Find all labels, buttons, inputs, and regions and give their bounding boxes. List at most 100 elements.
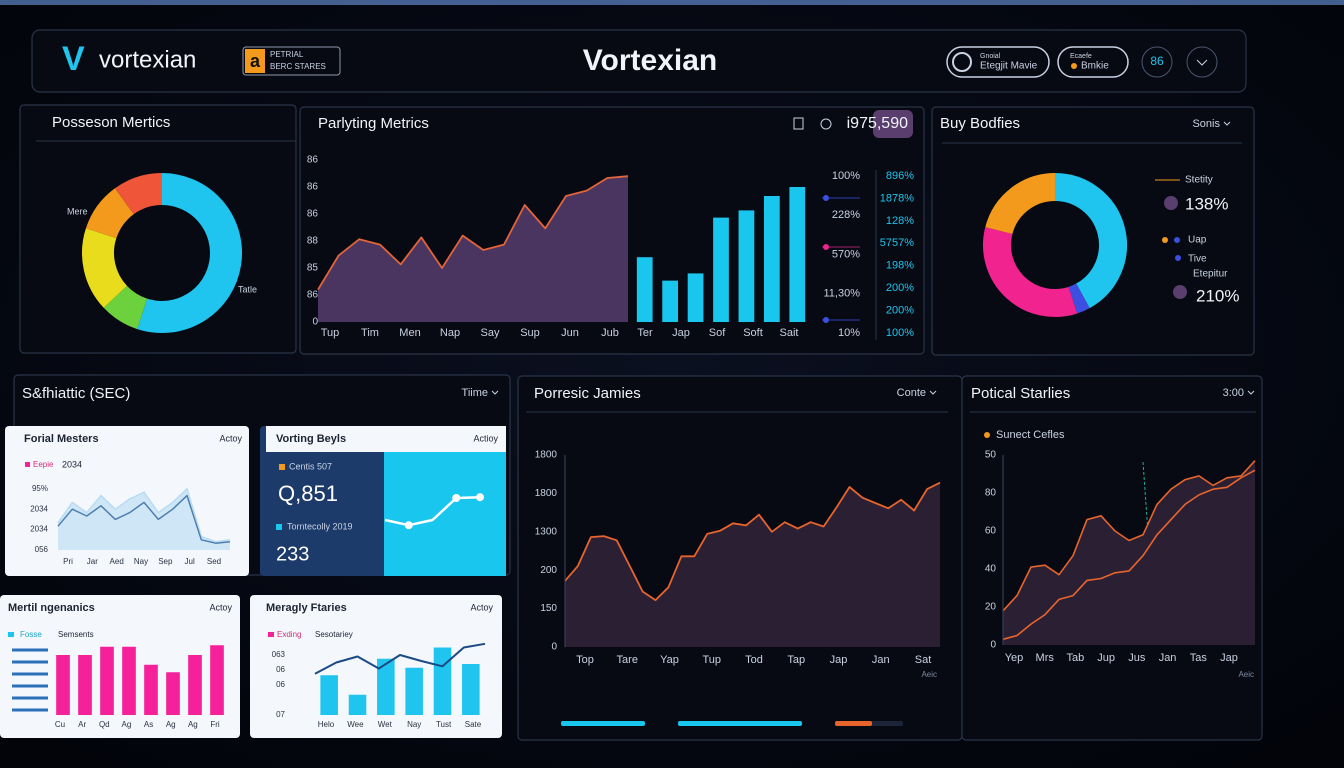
- donut-segment: [985, 173, 1056, 235]
- y-tick-label: 056: [35, 545, 49, 554]
- legend-text: Sunect Cefles: [996, 429, 1065, 441]
- card-header: [266, 426, 506, 452]
- y-tick-label: 150: [540, 603, 557, 614]
- x-tick-label: Jap: [1220, 652, 1238, 664]
- x-tick-label: Jar: [87, 557, 98, 566]
- x-tick-label: Ag: [166, 720, 176, 729]
- legend-value: 1878%: [880, 192, 914, 204]
- x-tick-label: Jap: [830, 654, 848, 666]
- legend-value: 210%: [1196, 286, 1239, 305]
- point: [452, 494, 461, 502]
- legend-text: Stetity: [1185, 175, 1213, 186]
- x-tick-label: Wee: [347, 720, 364, 729]
- legend-text: Sesotariey: [315, 630, 353, 639]
- card-action[interactable]: Actoy: [470, 602, 493, 612]
- legend-text: Eepie: [33, 460, 54, 469]
- legend-value: 5757%: [880, 237, 914, 249]
- x-tick-label: Helo: [318, 720, 335, 729]
- chevron: [491, 390, 499, 395]
- progress: [835, 721, 872, 726]
- donut-segment: [1054, 173, 1127, 309]
- legend-value: 200%: [886, 304, 914, 316]
- menu-button[interactable]: [1186, 46, 1218, 78]
- legend-dot: [823, 317, 829, 323]
- bar: [662, 280, 679, 322]
- x-tick-label: Tust: [436, 720, 452, 729]
- donut-segment: [82, 228, 128, 308]
- x-tick-label: Sep: [158, 557, 173, 566]
- x-tick-label: Cu: [55, 720, 65, 729]
- y-tick-label: 60: [985, 526, 997, 537]
- dropdown[interactable]: Tiime: [462, 387, 488, 399]
- donut-segment: [85, 188, 135, 239]
- legend-swatch: [8, 632, 14, 637]
- panel-title: Porresic Jamies: [534, 385, 641, 402]
- bar: [56, 655, 70, 715]
- card-action[interactable]: Actoy: [219, 433, 242, 443]
- panel-title: Potical Starlies: [971, 385, 1070, 402]
- x-tick-label: Jup: [1097, 652, 1115, 664]
- button-icon: [952, 52, 972, 72]
- y-tick-label: 86: [307, 182, 319, 193]
- donut-segment: [1068, 283, 1090, 314]
- axis-note: Aeic: [1238, 670, 1254, 679]
- card-title: Forial Mesters: [24, 433, 99, 445]
- area: [318, 176, 628, 322]
- card-value: 233: [276, 543, 309, 565]
- y-tick-label: 0: [990, 640, 996, 651]
- card-label: Torntecolly 2019: [287, 521, 353, 531]
- header: [31, 29, 1247, 93]
- badge-line: PETRIAL: [270, 50, 304, 59]
- button-label: Bmkie: [1081, 61, 1109, 72]
- donut-segment: [983, 227, 1078, 317]
- card-action[interactable]: Actoy: [209, 602, 232, 612]
- y-tick-label: 1800: [535, 450, 558, 461]
- x-tick-label: Tod: [745, 654, 763, 666]
- legend-text: Tive: [1188, 254, 1207, 265]
- card-value: Q,851: [278, 481, 338, 506]
- card-title: Meragly Ftaries: [266, 602, 347, 614]
- legend-value: 100%: [832, 170, 860, 182]
- line: [57, 494, 231, 544]
- card-action[interactable]: Actioy: [473, 433, 498, 443]
- x-tick-label: Tab: [1067, 652, 1085, 664]
- area: [1003, 460, 1255, 645]
- x-tick-label: Ag: [122, 720, 132, 729]
- area: [58, 488, 230, 550]
- legend-value: 228%: [832, 209, 860, 221]
- x-tick-label: Ar: [78, 720, 86, 729]
- legend-value: 100%: [886, 327, 914, 339]
- top-light: [0, 0, 1344, 5]
- legend-swatch: [268, 632, 274, 637]
- dropdown[interactable]: Conte: [897, 387, 926, 399]
- legend-value: 138%: [1185, 194, 1228, 213]
- badge-line: BERC STARES: [270, 62, 326, 71]
- legend-value: 200%: [886, 282, 914, 294]
- dropdown[interactable]: 3:00: [1223, 387, 1244, 399]
- x-tick-label: Top: [576, 654, 594, 666]
- x-tick-label: Pri: [63, 557, 73, 566]
- panel-title: Parlyting Metrics: [318, 115, 429, 132]
- card-title: Mertil ngenanics: [8, 602, 95, 614]
- x-tick-label: Sat: [915, 654, 932, 666]
- x-tick-label: Sait: [780, 327, 799, 339]
- button[interactable]: [946, 46, 1050, 78]
- icon-label: 86: [1150, 54, 1164, 68]
- legend-swatch: [276, 524, 282, 530]
- icon-button[interactable]: [1141, 46, 1173, 78]
- x-tick-label: Tup: [702, 654, 721, 666]
- button-caption: Ecaefe: [1070, 53, 1092, 60]
- dropdown[interactable]: Sonis: [1192, 118, 1220, 130]
- donut-segment: [103, 285, 148, 330]
- x-tick-label: Jul: [185, 557, 195, 566]
- list-lines: [12, 648, 48, 712]
- y-tick-label: 40: [985, 564, 997, 575]
- bar: [763, 196, 780, 322]
- legend-dot: [1175, 255, 1181, 261]
- button[interactable]: [1057, 46, 1129, 78]
- x-tick-label: Nay: [134, 557, 148, 566]
- bar: [433, 647, 452, 715]
- x-tick-label: Tare: [617, 654, 638, 666]
- bar: [166, 672, 180, 715]
- x-tick-label: Nay: [407, 720, 421, 729]
